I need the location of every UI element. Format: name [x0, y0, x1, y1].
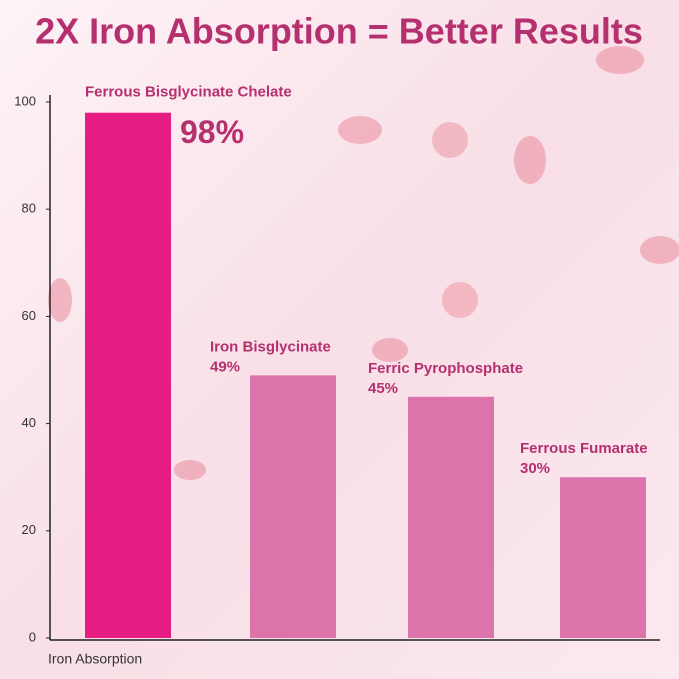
decoration [48, 46, 679, 480]
y-tick-label: 80 [22, 201, 36, 216]
value-label: 45% [368, 380, 398, 397]
y-tick-label: 0 [29, 629, 36, 644]
bar [408, 396, 494, 638]
category-label: Ferrous Fumarate [520, 440, 648, 457]
y-tick-label: 100 [14, 93, 36, 108]
category-label: Ferrous Bisglycinate Chelate [85, 84, 292, 101]
chart-title: 2X Iron Absorption = Better Results [35, 11, 643, 52]
category-label: Ferric Pyrophosphate [368, 360, 523, 377]
y-tick-label: 60 [22, 308, 36, 323]
value-label: 30% [520, 460, 550, 477]
bar [560, 477, 646, 638]
category-label: Iron Bisglycinate [210, 338, 331, 355]
value-label: 49% [210, 358, 240, 375]
bar [250, 375, 336, 638]
value-label: 98% [180, 114, 244, 150]
bar [85, 112, 171, 639]
y-tick-label: 20 [22, 522, 36, 537]
x-axis-label: Iron Absorption [48, 651, 142, 667]
y-tick-label: 40 [22, 415, 36, 430]
